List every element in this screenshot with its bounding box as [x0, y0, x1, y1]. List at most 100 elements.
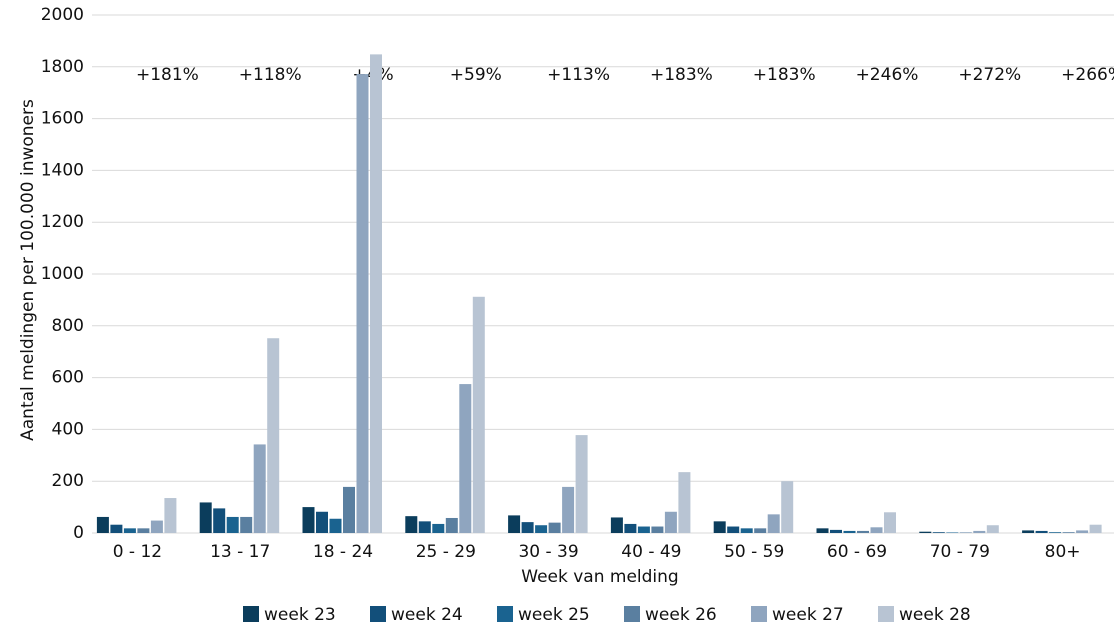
- bar: [713, 521, 726, 533]
- annotation: +118%: [239, 65, 302, 85]
- annotation: +59%: [450, 65, 502, 85]
- bar: [508, 515, 521, 533]
- bar: [356, 74, 369, 533]
- bar: [843, 530, 856, 533]
- legend-swatch: [751, 606, 767, 622]
- bar: [150, 520, 163, 533]
- bar: [535, 525, 548, 533]
- bar: [1035, 530, 1048, 533]
- annotation: +183%: [650, 65, 713, 85]
- bar: [548, 522, 561, 533]
- bar: [870, 527, 883, 533]
- bar: [830, 529, 842, 533]
- x-tick-label: 25 - 29: [416, 542, 476, 562]
- bar: [754, 528, 767, 533]
- legend-label: week 24: [391, 605, 463, 625]
- bar: [199, 502, 212, 533]
- x-tick-label: 50 - 59: [724, 542, 784, 562]
- y-tick-label: 1600: [41, 109, 84, 129]
- x-tick-label: 40 - 49: [621, 542, 681, 562]
- bar: [651, 526, 664, 533]
- bar: [302, 507, 315, 533]
- bar: [986, 525, 999, 533]
- bar: [637, 526, 650, 533]
- x-tick-label: 30 - 39: [518, 542, 578, 562]
- y-axis-label: Aantal meldingen per 100.000 inwoners: [18, 99, 38, 441]
- y-tick-label: 1200: [41, 212, 84, 232]
- annotation: +181%: [136, 65, 199, 85]
- annotation: +272%: [958, 65, 1021, 85]
- annotation: +113%: [547, 65, 610, 85]
- x-tick-label: 80+: [1045, 542, 1081, 562]
- legend-label: week 23: [264, 605, 336, 625]
- bar: [562, 486, 575, 533]
- legend-swatch: [243, 606, 259, 622]
- bar: [1022, 530, 1035, 533]
- y-tick-label: 2000: [41, 5, 84, 25]
- bar: [946, 532, 959, 533]
- bar: [96, 516, 109, 533]
- annotation: +266%: [1061, 65, 1114, 85]
- bar: [575, 435, 588, 533]
- bar: [781, 481, 794, 533]
- bar: [1062, 532, 1075, 533]
- bar: [919, 531, 932, 533]
- bar: [740, 528, 753, 533]
- bar: [343, 486, 355, 533]
- legend-label: week 27: [772, 605, 844, 625]
- bar: [664, 511, 677, 533]
- bar: [727, 526, 740, 533]
- bar: [472, 296, 485, 533]
- bar: [226, 516, 239, 533]
- annotation: +246%: [856, 65, 919, 85]
- bar: [213, 508, 226, 533]
- y-tick-label: 1800: [41, 57, 84, 77]
- legend-swatch: [878, 606, 894, 622]
- bar: [959, 532, 972, 533]
- bar: [432, 523, 445, 533]
- bar: [164, 498, 177, 533]
- bar: [932, 532, 945, 533]
- y-tick-label: 0: [73, 523, 84, 543]
- bar: [857, 530, 869, 533]
- bar: [110, 524, 123, 533]
- bar: [329, 518, 342, 533]
- legend-swatch: [624, 606, 640, 622]
- x-tick-label: 18 - 24: [313, 542, 373, 562]
- bar: [767, 514, 780, 533]
- legend-label: week 25: [518, 605, 590, 625]
- bar: [267, 338, 280, 533]
- bar: [610, 517, 623, 533]
- bar: [1076, 530, 1089, 533]
- bar: [973, 530, 986, 533]
- bar: [678, 472, 691, 533]
- y-tick-label: 800: [52, 316, 84, 336]
- bar: [137, 528, 150, 533]
- bar: [123, 528, 136, 533]
- bar: [445, 517, 458, 533]
- x-axis-label: Week van melding: [521, 567, 678, 587]
- bar: [418, 521, 431, 533]
- bar: [459, 384, 472, 533]
- x-tick-label: 0 - 12: [113, 542, 162, 562]
- bar: [624, 523, 637, 533]
- bar: [816, 528, 829, 533]
- bar: [1089, 524, 1102, 533]
- bar: [521, 522, 534, 533]
- legend-swatch: [497, 606, 513, 622]
- bar: [1049, 532, 1062, 533]
- y-tick-label: 200: [52, 471, 84, 491]
- bar: [253, 444, 266, 533]
- y-tick-label: 400: [52, 419, 84, 439]
- bar: [884, 512, 896, 533]
- x-tick-label: 70 - 79: [930, 542, 990, 562]
- y-tick-label: 600: [52, 368, 84, 388]
- y-tick-label: 1000: [41, 264, 84, 284]
- bar: [316, 511, 328, 533]
- bar: [240, 516, 253, 533]
- annotation: +183%: [753, 65, 816, 85]
- bar: [370, 54, 382, 533]
- legend-label: week 28: [899, 605, 971, 625]
- x-tick-label: 13 - 17: [210, 542, 270, 562]
